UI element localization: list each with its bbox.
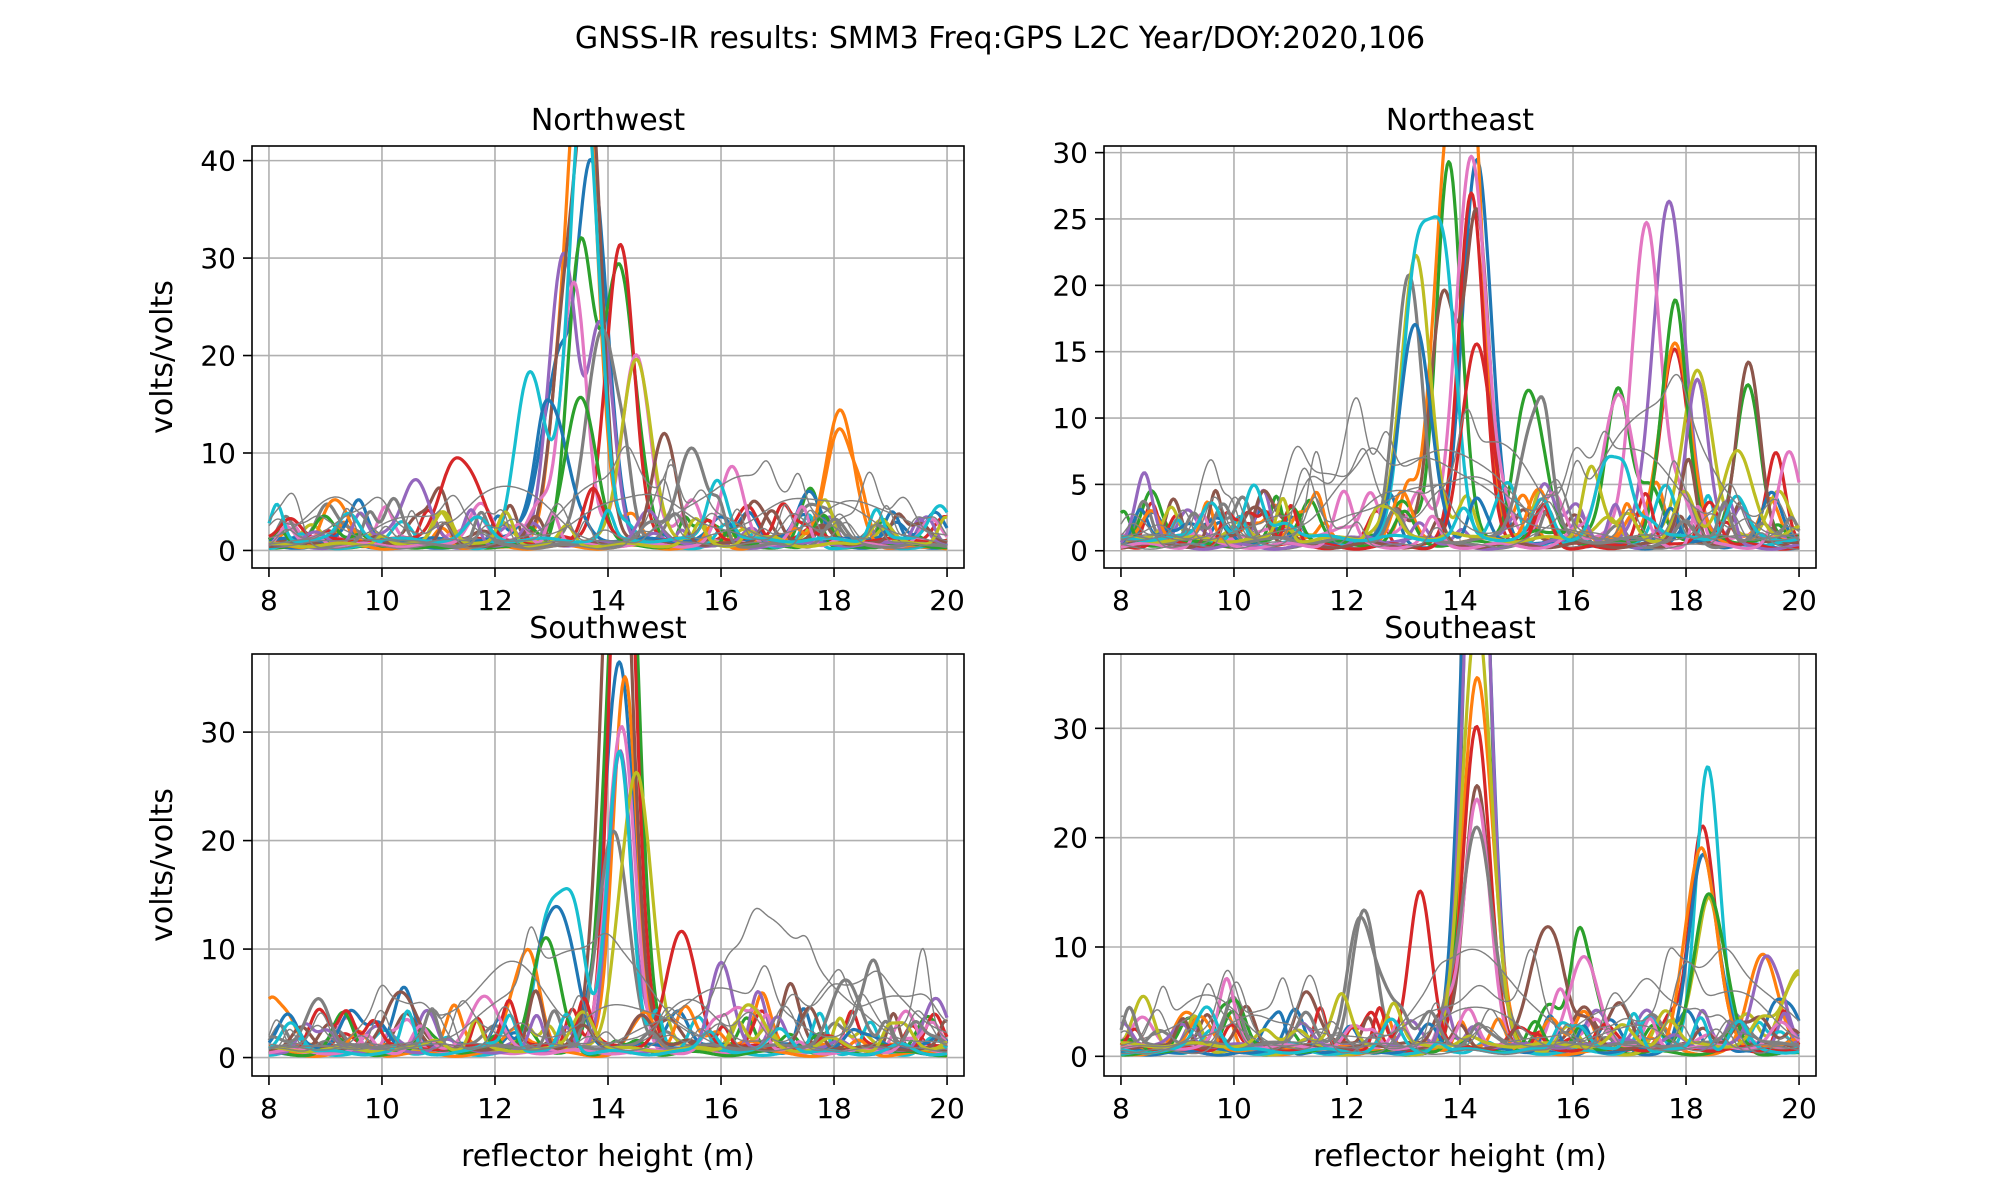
rejected-series-line [1120, 467, 1800, 550]
y-tick-label: 10 [1052, 931, 1088, 964]
rejected-series-line [1120, 961, 1800, 1056]
y-tick-label: 30 [1052, 712, 1088, 745]
x-tick-label: 12 [1329, 584, 1365, 617]
x-tick-label: 18 [1668, 1092, 1704, 1125]
x-tick-label: 20 [1781, 1092, 1817, 1125]
rejected-series-line [268, 458, 948, 550]
y-tick-label: 30 [200, 716, 236, 749]
y-tick-label: 0 [218, 534, 236, 567]
panel-northwest: 8 10 12 14 16 18 20 0 10 20 30 40 Northwest volts/vol… [145, 103, 965, 617]
rejected-series-line [268, 926, 948, 1053]
rejected-series-line [1120, 373, 1800, 550]
rejected-series-line [1120, 430, 1799, 541]
y-tick-label: 40 [200, 145, 236, 178]
y-tick-label: 0 [218, 1042, 236, 1075]
x-tick-label: 16 [703, 1092, 739, 1125]
panel-northeast: 8 10 12 14 16 18 20 0 5 10 15 20 25 30 Northeast [1052, 103, 1817, 617]
x-tick-label: 16 [703, 584, 739, 617]
rejected-series-line [268, 947, 948, 1051]
rejected-series-line [268, 960, 948, 1052]
panel-title: Southeast [1384, 611, 1536, 646]
panel-title: Northeast [1386, 103, 1534, 138]
y-axis-label: volts/volts [145, 280, 180, 434]
y-tick-label: 10 [200, 933, 236, 966]
x-tick-label: 18 [1668, 584, 1704, 617]
rejected-series-line [268, 445, 948, 550]
x-axis-label: reflector height (m) [1313, 1139, 1607, 1174]
x-tick-label: 16 [1555, 1092, 1591, 1125]
y-tick-label: 10 [1052, 402, 1088, 435]
x-tick-label: 12 [1329, 1092, 1365, 1125]
x-tick-label: 20 [929, 584, 965, 617]
x-tick-label: 14 [590, 1092, 626, 1125]
series-group [267, 146, 949, 551]
panel-title: Northwest [531, 103, 686, 138]
y-tick-label: 20 [1052, 822, 1088, 855]
panel-title: Southwest [529, 611, 687, 646]
y-tick-label: 20 [200, 340, 236, 373]
figure-suptitle: GNSS-IR results: SMM3 Freq:GPS L2C Year/… [575, 21, 1425, 56]
series-group [1119, 654, 1801, 1057]
rejected-series-line [1120, 948, 1800, 1050]
y-tick-label: 20 [1052, 269, 1088, 302]
series-line [268, 510, 948, 549]
series-group [267, 654, 949, 1058]
x-tick-label: 14 [590, 584, 626, 617]
y-tick-label: 15 [1052, 336, 1088, 369]
rejected-series-line [268, 907, 948, 1049]
x-tick-label: 12 [477, 584, 513, 617]
y-tick-label: 30 [1052, 137, 1088, 170]
y-axis-label: volts/volts [145, 788, 180, 942]
x-axis-label: reflector height (m) [461, 1139, 755, 1174]
x-tick-label: 8 [1112, 584, 1130, 617]
x-tick-label: 10 [1216, 1092, 1252, 1125]
y-tick-label: 30 [200, 242, 236, 275]
x-tick-label: 10 [364, 1092, 400, 1125]
y-tick-label: 20 [200, 825, 236, 858]
rejected-series-line [268, 968, 948, 1049]
rejected-series-line [1120, 948, 1800, 1052]
x-tick-label: 10 [1216, 584, 1252, 617]
x-tick-label: 16 [1555, 584, 1591, 617]
rejected-series-line [268, 478, 948, 547]
x-tick-label: 18 [816, 584, 852, 617]
x-tick-label: 12 [477, 1092, 513, 1125]
series-line [1120, 395, 1801, 545]
y-tick-label: 10 [200, 437, 236, 470]
y-tick-label: 25 [1052, 203, 1088, 236]
series-line [1120, 360, 1800, 550]
panel-southeast: 8 10 12 14 16 18 20 0 10 20 30 Southeast reflector h… [1052, 611, 1817, 1174]
y-tick-label: 5 [1070, 468, 1088, 501]
x-tick-label: 18 [816, 1092, 852, 1125]
x-tick-label: 14 [1442, 1092, 1478, 1125]
x-tick-label: 10 [364, 584, 400, 617]
rejected-series-line [268, 460, 948, 547]
y-tick-label: 0 [1070, 1040, 1088, 1073]
rejected-series-line [268, 485, 948, 547]
y-tick-label: 0 [1070, 535, 1088, 568]
panel-southwest: 8 10 12 14 16 18 20 0 10 20 30 Southwest volts/volts… [145, 611, 965, 1174]
x-tick-label: 8 [260, 1092, 278, 1125]
rejected-series-line [1120, 447, 1800, 541]
series-line [1120, 392, 1801, 550]
rejected-series-line [268, 471, 948, 544]
rejected-series-line [1120, 977, 1800, 1049]
series-group [1119, 146, 1801, 551]
x-tick-label: 20 [1781, 584, 1817, 617]
x-tick-label: 8 [1112, 1092, 1130, 1125]
rejected-series-line [1120, 947, 1800, 1048]
x-tick-label: 8 [260, 584, 278, 617]
x-tick-label: 14 [1442, 584, 1478, 617]
rejected-series-line [1120, 397, 1800, 541]
series-line [1120, 968, 1800, 1049]
x-tick-label: 20 [929, 1092, 965, 1125]
series-line [1120, 1005, 1800, 1055]
